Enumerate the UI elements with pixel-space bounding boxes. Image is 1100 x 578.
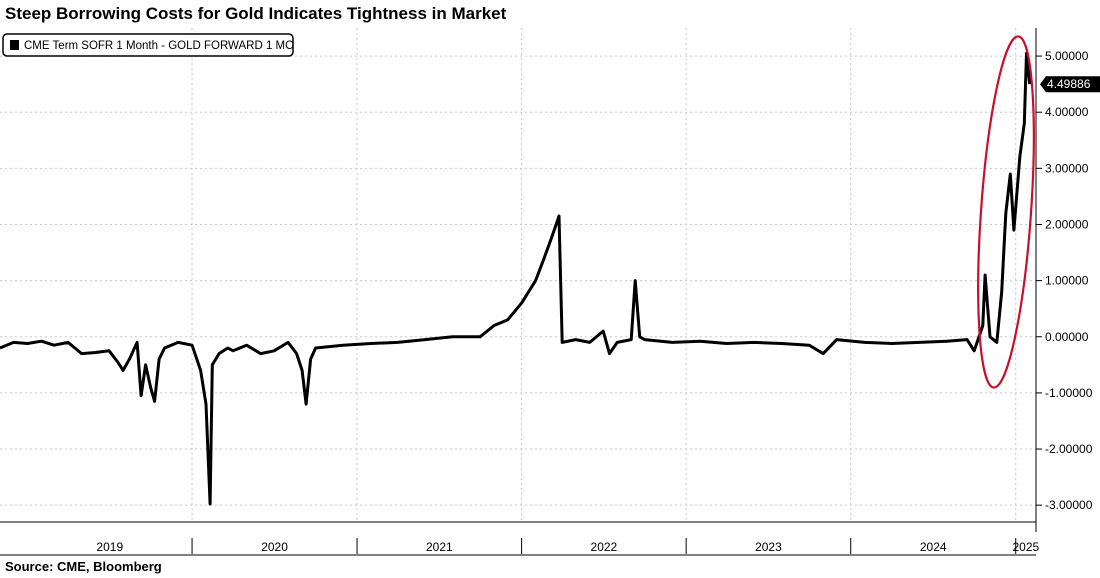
x-tick-label: 2022	[591, 540, 618, 554]
last-value-badge: 4.49886	[1040, 76, 1100, 93]
x-axis: 2019 2020 2021 2022 2023 2024 2025	[0, 521, 1040, 556]
legend-swatch	[10, 40, 19, 50]
y-tick-label: 3.00000	[1045, 161, 1089, 175]
y-axis: -3.00000 -2.00000 -1.00000 0.00000 1.00000 2.…	[1035, 28, 1093, 532]
y-tick-label: 4.00000	[1045, 105, 1089, 119]
x-tick-label: 2020	[261, 540, 288, 554]
x-tick-label: 2023	[755, 540, 782, 554]
y-tick-label: 1.00000	[1045, 274, 1089, 288]
x-tick-label: 2019	[96, 540, 123, 554]
y-tick-label: -3.00000	[1045, 498, 1093, 512]
last-value-label: 4.49886	[1047, 77, 1091, 91]
y-tick-label: -2.00000	[1045, 442, 1093, 456]
grid-lines	[0, 28, 1036, 522]
highlight-ellipse	[977, 35, 1035, 389]
x-tick-label: 2021	[426, 540, 453, 554]
legend-label: CME Term SOFR 1 Month - GOLD FORWARD 1 M…	[24, 40, 294, 52]
chart-title: Steep Borrowing Costs for Gold Indicates…	[5, 4, 507, 23]
y-tick-label: 0.00000	[1045, 330, 1089, 344]
y-tick-label: -1.00000	[1045, 386, 1093, 400]
x-tick-label: 2025	[1013, 540, 1040, 554]
x-tick-label: 2024	[920, 540, 947, 554]
legend: CME Term SOFR 1 Month - GOLD FORWARD 1 M…	[2, 33, 294, 57]
y-tick-label: 2.00000	[1045, 217, 1089, 231]
y-tick-label: 5.00000	[1045, 49, 1089, 63]
source-note: Source: CME, Bloomberg	[5, 559, 162, 574]
series-line	[0, 51, 1032, 506]
